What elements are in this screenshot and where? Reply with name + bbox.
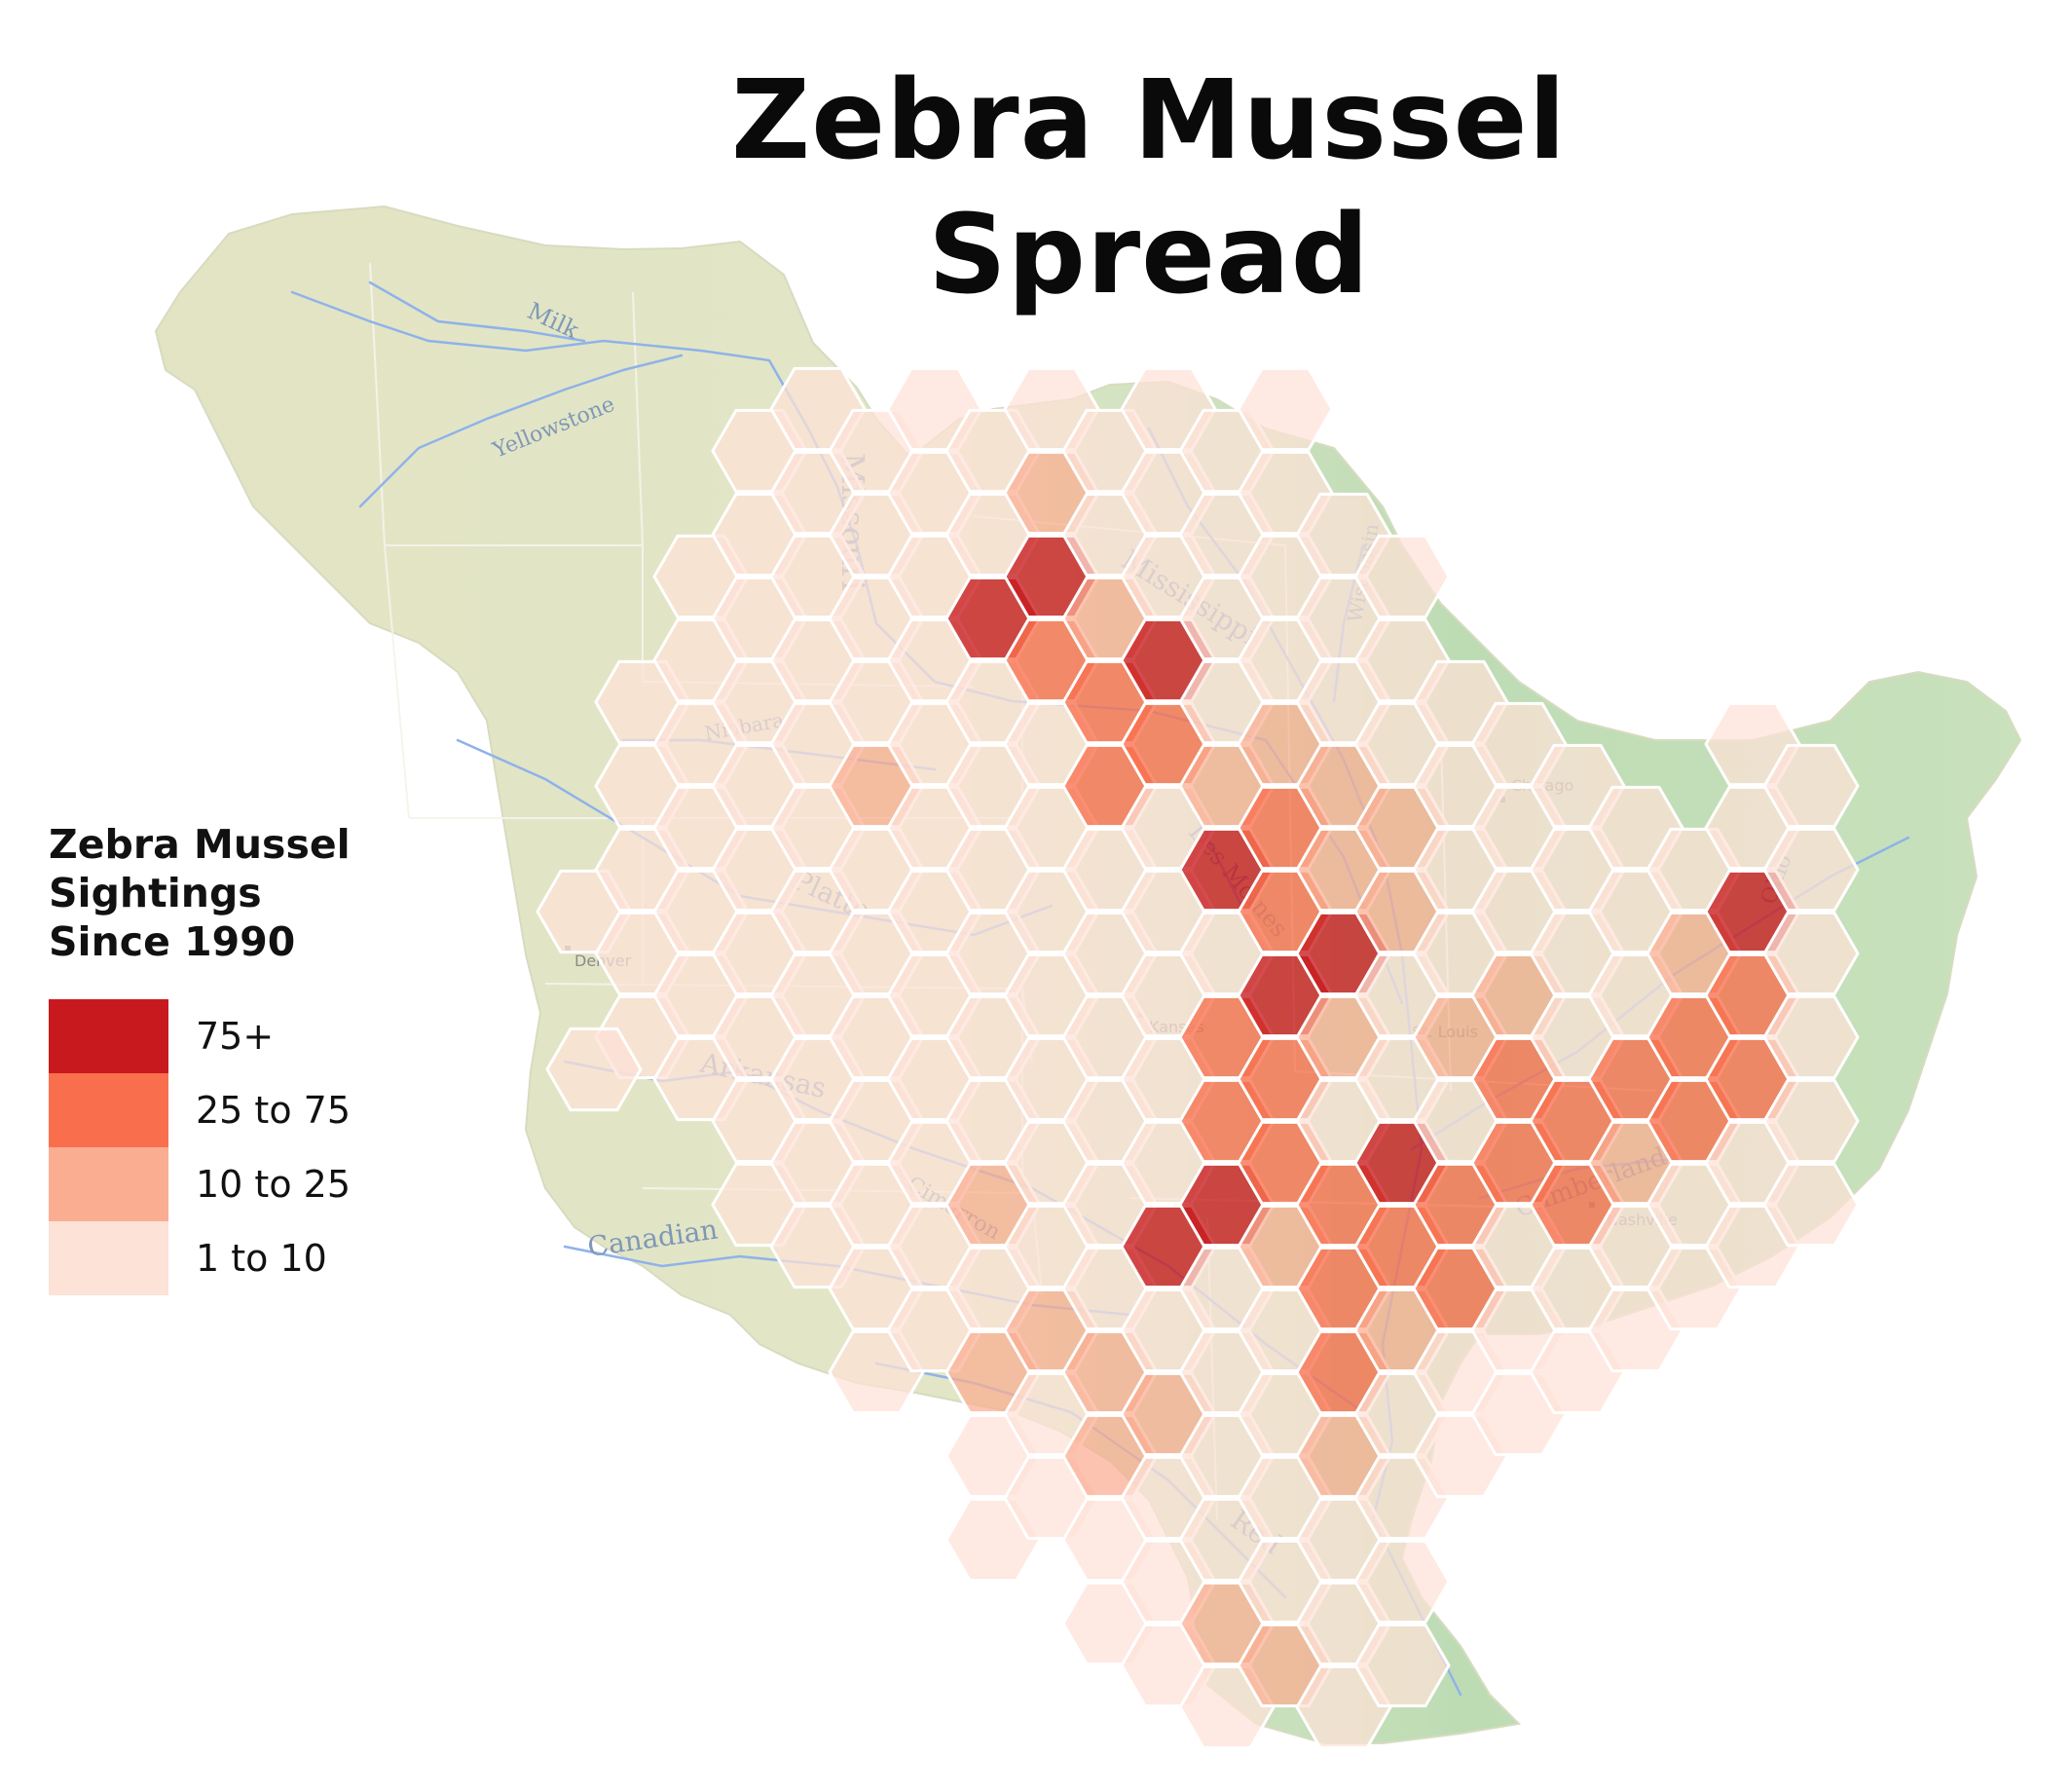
legend-label: 25 to 75 (196, 1089, 352, 1132)
sighting-hexbins (536, 366, 1860, 1750)
legend-item-1-to-10: 1 to 10 (49, 1221, 351, 1295)
title-line-2: Spread (928, 192, 1370, 318)
legend-swatch (49, 999, 168, 1073)
legend-item-10-to-25: 10 to 25 (49, 1147, 351, 1221)
hexbin-cell (1762, 743, 1860, 829)
hexbin-cell (1237, 366, 1334, 452)
legend-title-line-1: Zebra Mussel (49, 821, 351, 868)
legend: Zebra Mussel Sightings Since 1990 75+ 25… (49, 820, 351, 1295)
legend-title-line-2: Sightings (49, 870, 262, 916)
hexbin-cell (1353, 1623, 1451, 1708)
legend-label: 10 to 25 (196, 1163, 352, 1206)
legend-item-25-to-75: 25 to 75 (49, 1073, 351, 1147)
hexbin-cell (1353, 1539, 1451, 1624)
hexbin-cell (1762, 1162, 1860, 1248)
map-title: Zebra Mussel Spread (643, 54, 1655, 322)
legend-title: Zebra Mussel Sightings Since 1990 (49, 820, 351, 966)
legend-label: 1 to 10 (196, 1237, 327, 1280)
hexbin-cell (1353, 534, 1451, 619)
yellowstone-river (358, 354, 684, 508)
hexbin-cell (1762, 827, 1860, 913)
legend-swatch (49, 1073, 168, 1147)
legend-swatch (49, 1147, 168, 1221)
hexbin-cell (1762, 911, 1860, 996)
milk-river (368, 280, 586, 343)
hexbin-cell (1762, 1078, 1860, 1164)
title-line-1: Zebra Mussel (730, 57, 1567, 184)
legend-title-line-3: Since 1990 (49, 918, 296, 965)
legend-label: 75+ (196, 1015, 275, 1058)
legend-swatch (49, 1221, 168, 1295)
legend-item-75-plus: 75+ (49, 999, 351, 1073)
hexbin-cell (1762, 994, 1860, 1080)
hexbin-cell (545, 1027, 643, 1112)
